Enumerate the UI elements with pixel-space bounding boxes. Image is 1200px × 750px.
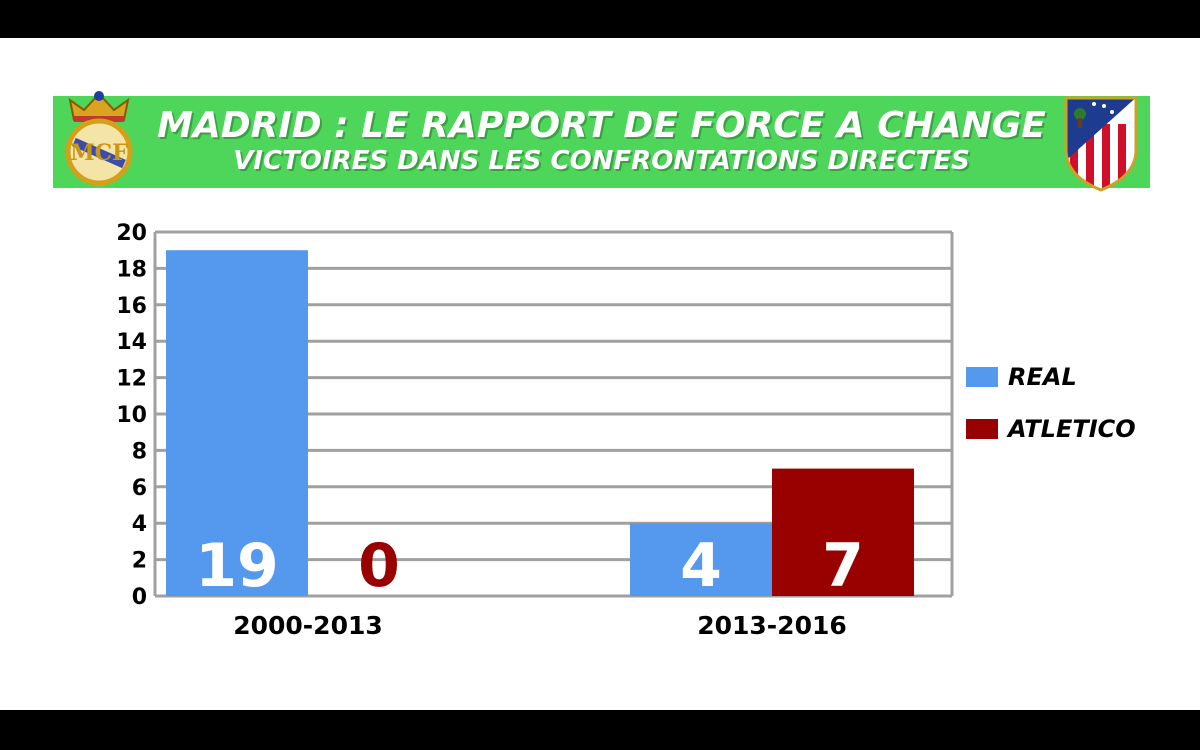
y-tick-label: 14 bbox=[116, 330, 147, 355]
legend-swatch bbox=[966, 367, 998, 387]
y-tick-label: 18 bbox=[116, 257, 147, 282]
y-tick-label: 16 bbox=[116, 294, 147, 319]
bar-atletico-2013-2016 bbox=[772, 468, 914, 596]
data-label: 7 bbox=[822, 531, 864, 601]
bar-real-2000-2013 bbox=[166, 250, 308, 596]
bar-chart: 0 2 4 6 8 10 12 14 16 18 20 19 0 2000-2013 4 7 2013-2016 bbox=[116, 221, 954, 640]
x-category-label: 2000-2013 bbox=[233, 611, 383, 640]
x-category-label: 2013-2016 bbox=[697, 611, 847, 640]
data-label: 19 bbox=[195, 531, 279, 601]
chart-title: MADRID : LE RAPPORT DE FORCE A CHANGE bbox=[157, 105, 1046, 146]
legend-label: ATLETICO bbox=[1008, 415, 1136, 443]
bar-real-2013-2016 bbox=[630, 523, 772, 596]
real-madrid-crest-icon: MCF bbox=[65, 91, 133, 186]
title-banner: MADRID : LE RAPPORT DE FORCE A CHANGE VI… bbox=[53, 96, 1150, 188]
y-tick-label: 2 bbox=[132, 549, 147, 574]
atletico-crest-icon bbox=[1064, 96, 1138, 192]
y-tick-label: 10 bbox=[116, 403, 147, 428]
y-tick-label: 8 bbox=[132, 439, 147, 464]
data-label: 4 bbox=[680, 531, 722, 601]
y-tick-label: 20 bbox=[116, 221, 147, 246]
y-tick-label: 12 bbox=[116, 367, 147, 392]
y-tick-label: 4 bbox=[132, 512, 147, 537]
y-tick-label: 0 bbox=[132, 585, 147, 610]
svg-text:MCF: MCF bbox=[70, 140, 128, 166]
y-tick-label: 6 bbox=[132, 476, 147, 501]
legend-swatch bbox=[966, 419, 998, 439]
legend-label: REAL bbox=[1008, 363, 1077, 391]
data-label: 0 bbox=[358, 531, 400, 601]
chart-subtitle: VICTOIRES DANS LES CONFRONTATIONS DIRECT… bbox=[233, 146, 970, 176]
tv-screen: MADRID : LE RAPPORT DE FORCE A CHANGE VI… bbox=[0, 38, 1200, 710]
